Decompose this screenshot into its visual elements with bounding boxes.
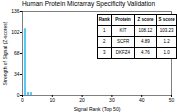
svg-text:30: 30: [109, 97, 115, 103]
html-text:4.76: 4.76: [141, 50, 150, 55]
html-text:1.2: 1.2: [163, 39, 170, 44]
svg-text:40: 40: [139, 97, 145, 103]
svg-text:20: 20: [79, 97, 85, 103]
html-text:2: 2: [103, 39, 106, 44]
svg-text:Signal Rank (Top 50): Signal Rank (Top 50): [74, 106, 121, 112]
svg-text:34: 34: [14, 71, 20, 77]
svg-text:68: 68: [14, 50, 20, 56]
svg-text:102: 102: [11, 29, 20, 35]
html-text:Z score: Z score: [137, 17, 154, 22]
html-text:Human Protein Micrarray Specif: Human Protein Micrarray Specificity Vali…: [21, 0, 156, 7]
html-text:KIT: KIT: [119, 28, 127, 33]
html-text:1: 1: [103, 28, 106, 33]
svg-text:10: 10: [50, 97, 56, 103]
svg-text:Strength of Signal (Z-scores): Strength of Signal (Z-scores): [2, 21, 8, 85]
html-text:4.89: 4.89: [141, 39, 150, 44]
html-text:Protein: Protein: [115, 17, 131, 22]
svg-text:0: 0: [21, 97, 24, 103]
html-text:3: 3: [103, 50, 106, 55]
html-text:SCFR: SCFR: [116, 39, 130, 44]
html-text:108.12: 108.12: [138, 28, 153, 33]
svg-text:0: 0: [17, 92, 20, 98]
html-text:103.23: 103.23: [159, 28, 174, 33]
svg-text:136: 136: [11, 8, 20, 14]
html-text:DKFZ4: DKFZ4: [115, 50, 131, 55]
svg-text:50: 50: [169, 97, 175, 103]
html-text:S score: S score: [158, 17, 175, 22]
html-text:Rank: Rank: [98, 17, 110, 22]
html-text:1.0: 1.0: [163, 50, 170, 55]
